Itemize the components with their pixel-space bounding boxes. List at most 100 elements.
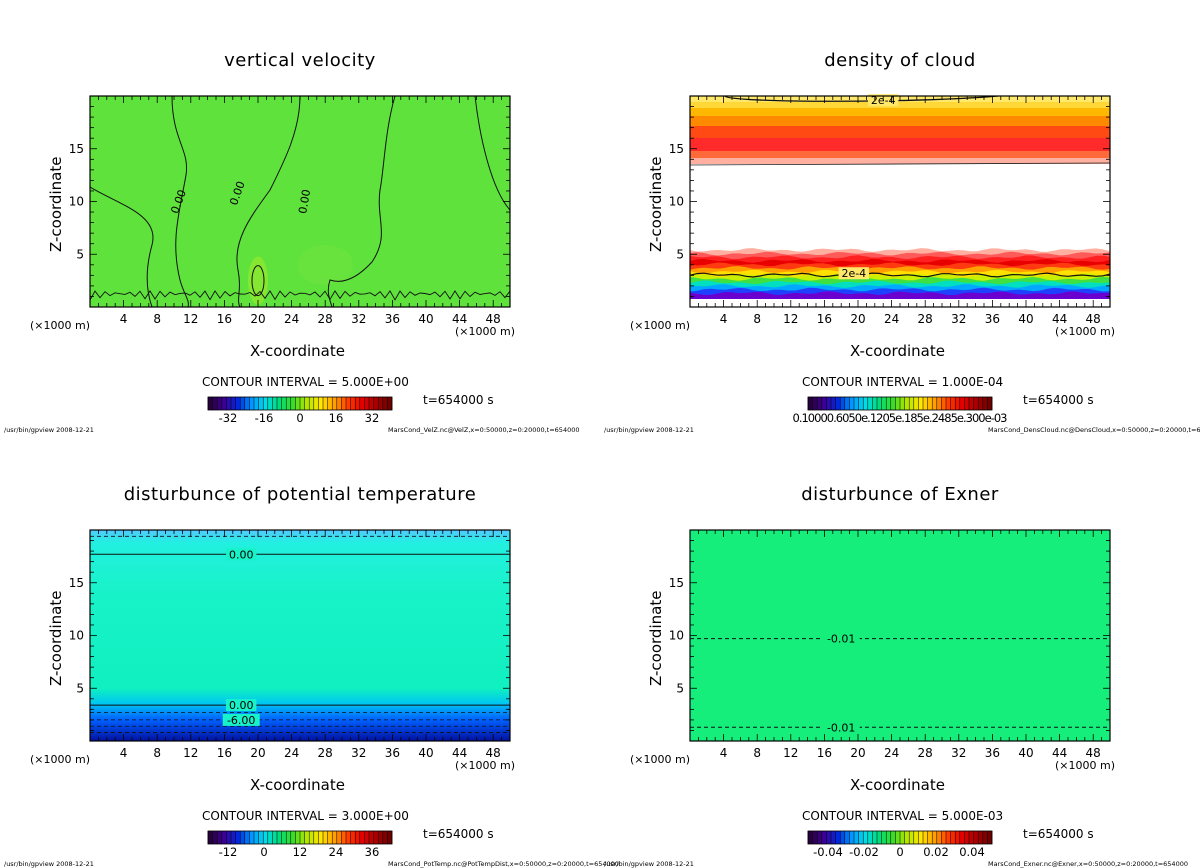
contour-interval: CONTOUR INTERVAL = 1.000E-04	[802, 375, 1004, 389]
x-tick-label: 32	[951, 312, 966, 326]
x-tick-label: 48	[486, 312, 501, 326]
x-tick-label: 24	[884, 746, 899, 760]
colorbar-tick-label: 0	[296, 411, 303, 425]
x-tick-label: 24	[284, 746, 299, 760]
x-unit-left: (×1000 m)	[630, 319, 691, 332]
svg-text:0.00: 0.00	[229, 548, 254, 561]
contour-label: 0.00	[226, 548, 257, 561]
colorbar-tick-label: -0.04	[813, 845, 843, 859]
x-tick-label: 24	[284, 312, 299, 326]
svg-text:-6.00: -6.00	[227, 714, 255, 727]
x-tick-label: 44	[452, 312, 467, 326]
x-tick-label: 48	[1086, 312, 1101, 326]
x-tick-label: 36	[385, 746, 400, 760]
chart-title: vertical velocity	[224, 50, 376, 71]
x-tick-label: 20	[850, 312, 865, 326]
svg-text:2e-4: 2e-4	[871, 94, 896, 107]
x-unit-right: (×1000 m)	[455, 325, 516, 338]
x-tick-label: 8	[153, 746, 161, 760]
colorbar-tick-label: 0.02	[923, 845, 949, 859]
x-tick-label: 28	[318, 746, 333, 760]
contour-label: -0.01	[822, 632, 860, 646]
x-tick-label: 4	[720, 746, 728, 760]
chart-panel-2: density of cloud Z-coordinate X-coordinate…	[600, 0, 1200, 434]
svg-text:-0.01: -0.01	[827, 721, 855, 734]
plot-svg: -0.01-0.014 8 12 16 20 24 28 32 36 40 44 4851015-0.…	[669, 529, 1111, 859]
svg-text:2e-4: 2e-4	[841, 267, 866, 280]
colorbar	[207, 396, 393, 411]
x-tick-label: 8	[153, 312, 161, 326]
x-tick-label: 4	[720, 312, 728, 326]
colorbar-tick-label: 0	[260, 845, 267, 859]
x-tick-label: 40	[1018, 312, 1033, 326]
colorbar-tick-label: 0	[896, 845, 903, 859]
y-tick-label: 10	[669, 195, 684, 209]
x-unit-left: (×1000 m)	[30, 319, 91, 332]
y-tick-label: 15	[669, 142, 684, 156]
contour-interval: CONTOUR INTERVAL = 5.000E-03	[802, 809, 1004, 823]
x-tick-label: 28	[918, 746, 933, 760]
y-tick-label: 15	[69, 576, 84, 590]
contour-label: -0.01	[822, 721, 860, 734]
footer-right: MarsCond_VelZ.nc@VelZ,x=0:50000,z=0:2000…	[388, 426, 580, 434]
x-tick-label: 4	[120, 312, 128, 326]
y-tick-label: 5	[76, 681, 84, 695]
time-label: t=654000 s	[1023, 827, 1094, 841]
svg-text:0.00: 0.00	[229, 699, 254, 712]
x-tick-label: 44	[1052, 312, 1067, 326]
x-tick-label: 36	[385, 312, 400, 326]
x-tick-label: 8	[753, 312, 761, 326]
y-tick-label: 5	[676, 247, 684, 261]
x-unit-right: (×1000 m)	[455, 759, 516, 772]
y-tick-label: 10	[69, 629, 84, 643]
x-tick-label: 20	[850, 746, 865, 760]
contour-label: 2e-4	[868, 94, 899, 107]
y-tick-label: 10	[69, 195, 84, 209]
heatmap-field	[690, 530, 1110, 741]
contour-interval: CONTOUR INTERVAL = 5.000E+00	[202, 375, 409, 389]
colorbar	[807, 396, 993, 411]
x-unit-right: (×1000 m)	[1055, 759, 1116, 772]
svg-text:-0.01: -0.01	[827, 633, 855, 646]
footer-right: MarsCond_Exner.nc@Exner,x=0:50000,z=0:20…	[988, 860, 1188, 868]
x-tick-label: 48	[486, 746, 501, 760]
chart-panel-4: disturbunce of Exner Z-coordinate X-coordi…	[600, 434, 1200, 868]
x-tick-label: 16	[217, 312, 232, 326]
chart-title: disturbunce of potential temperature	[123, 484, 477, 505]
x-tick-label: 20	[250, 746, 265, 760]
y-tick-label: 10	[669, 629, 684, 643]
x-tick-label: 12	[783, 312, 798, 326]
colorbar	[807, 830, 993, 845]
y-tick-label: 15	[669, 576, 684, 590]
y-tick-label: 5	[76, 247, 84, 261]
x-tick-label: 40	[1018, 746, 1033, 760]
plot-svg: 0.00 0.00 0.004 8 12 16 20 24 28 32 36 40 44 4851015-…	[69, 95, 511, 425]
x-tick-label: 16	[217, 746, 232, 760]
contour-label: 0.00	[296, 188, 313, 214]
chart-panel-1: vertical velocity Z-coordinate X-coordinat…	[0, 0, 600, 434]
colorbar-tick-label: 36	[365, 845, 380, 859]
contour-label: 2e-4	[838, 267, 869, 280]
chart-title: disturbunce of Exner	[801, 484, 999, 505]
footer-left: /usr/bin/gpview 2008-12-21	[604, 426, 694, 434]
x-tick-label: 12	[183, 746, 198, 760]
colorbar-tick-label: -12	[219, 845, 238, 859]
colorbar-tick-label: 0.04	[959, 845, 985, 859]
time-label: t=654000 s	[1023, 393, 1094, 407]
x-axis-label: X-coordinate	[850, 342, 945, 360]
x-tick-label: 12	[783, 746, 798, 760]
x-axis-label: X-coordinate	[850, 776, 945, 794]
x-tick-label: 36	[985, 746, 1000, 760]
x-axis-label: X-coordinate	[250, 342, 345, 360]
x-unit-left: (×1000 m)	[30, 753, 91, 766]
x-unit-left: (×1000 m)	[630, 753, 691, 766]
y-tick-label: 15	[69, 142, 84, 156]
colorbar-tick-label: 24	[329, 845, 344, 859]
colorbar-tick-label: 32	[365, 411, 380, 425]
x-tick-label: 28	[318, 312, 333, 326]
x-axis-label: X-coordinate	[250, 776, 345, 794]
x-unit-right: (×1000 m)	[1055, 325, 1116, 338]
plot-svg: 2e-42e-44 8 12 16 20 24 28 32 36 40 44 48510150.100…	[669, 94, 1111, 425]
x-tick-label: 44	[1052, 746, 1067, 760]
colorbar-tick-label: 12	[293, 845, 308, 859]
